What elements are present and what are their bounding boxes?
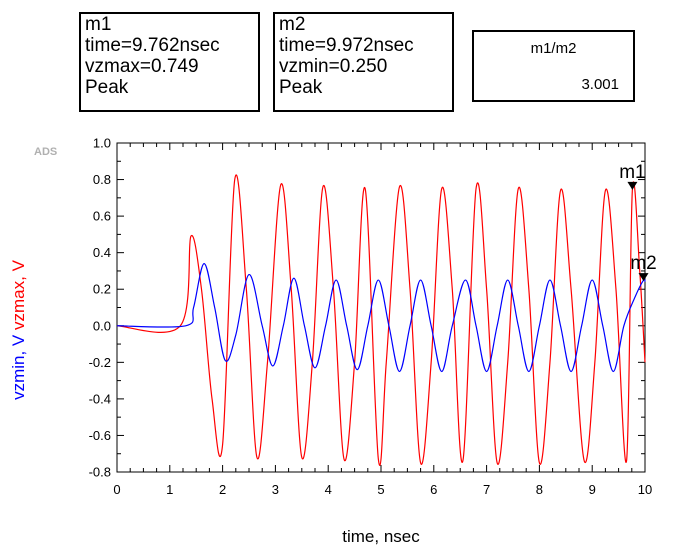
marker-label-m1: m1	[619, 162, 645, 183]
ratio-title: m1/m2	[530, 40, 577, 57]
series-line-vzmin	[116, 263, 646, 373]
y-tick-label: -0.2	[89, 355, 111, 370]
x-tick-label: 3	[272, 482, 279, 497]
y-tick-label: 0.4	[93, 245, 111, 260]
ratio-value: 3.001	[581, 76, 619, 93]
marker-m2-readout: m2 time=9.972nsec vzmin=0.250 Peak	[273, 12, 454, 112]
marker-ratio-readout: m1/m2 3.001	[472, 30, 635, 102]
marker-triangle-m2	[638, 273, 649, 282]
x-tick-label: 1	[166, 482, 173, 497]
marker-m2-time: time=9.972nsec	[279, 35, 414, 56]
y-tick-label: 0.0	[93, 318, 111, 333]
y-tick-label: 0.8	[93, 172, 111, 187]
marker-m2-value: vzmin=0.250	[279, 56, 388, 77]
y-tick-label: 0.6	[93, 209, 111, 224]
y-tick-label: -0.4	[89, 391, 111, 406]
ads-watermark: ADS	[34, 146, 58, 158]
marker-m1-value: vzmax=0.749	[85, 56, 199, 77]
marker-triangle-m1	[627, 181, 638, 190]
x-tick-label: 8	[536, 482, 543, 497]
marker-m1-name: m1	[85, 14, 112, 35]
marker-m1-readout: m1 time=9.762nsec vzmax=0.749 Peak	[79, 12, 260, 112]
x-axis-title: time, nsec	[342, 527, 420, 546]
plot-frame	[116, 142, 646, 473]
y-tick-label: 0.2	[93, 282, 111, 297]
x-tick-label: 7	[483, 482, 490, 497]
x-tick-label: 2	[219, 482, 226, 497]
x-tick-label: 10	[638, 482, 652, 497]
y-axis-title: vzmin, V vzmax, V	[9, 260, 29, 400]
y-axis-title-separator	[9, 330, 28, 335]
y-axis-title-vzmin: vzmin, V	[9, 334, 28, 400]
x-tick-label: 4	[325, 482, 332, 497]
y-axis-title-vzmax: vzmax, V	[9, 260, 28, 330]
x-tick-label: 5	[377, 482, 384, 497]
y-tick-label: -0.6	[89, 428, 111, 443]
series-line-vzmax	[116, 174, 646, 466]
marker-label-m2: m2	[630, 253, 656, 274]
x-tick-label: 9	[589, 482, 596, 497]
marker-m2-name: m2	[279, 14, 306, 35]
y-tick-label: 1.0	[93, 136, 111, 151]
marker-m1-time: time=9.762nsec	[85, 35, 220, 56]
x-tick-label: 6	[430, 482, 437, 497]
marker-m2-kind: Peak	[279, 77, 323, 98]
y-tick-label: -0.8	[89, 465, 111, 480]
marker-m1-kind: Peak	[85, 77, 129, 98]
x-tick-label: 0	[113, 482, 120, 497]
